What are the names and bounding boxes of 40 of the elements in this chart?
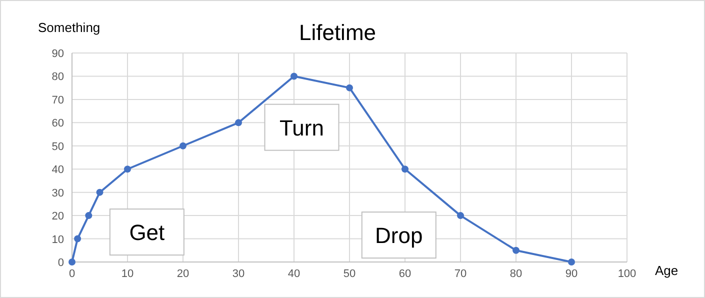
x-tick-label: 70: [454, 268, 467, 280]
point: [568, 258, 575, 266]
x-tick-label: 10: [121, 268, 134, 280]
y-tick-label: 60: [52, 118, 64, 130]
point: [85, 212, 92, 220]
y-tick-label: 40: [52, 164, 64, 176]
y-tick-label: 30: [52, 187, 64, 200]
y-tick-label: 90: [52, 48, 64, 60]
point: [124, 166, 131, 173]
chart-title: Lifetime: [298, 20, 376, 45]
point: [180, 142, 186, 150]
point: [74, 235, 82, 242]
point: [346, 84, 353, 92]
y-tick-label: 0: [58, 257, 64, 269]
point: [96, 188, 104, 196]
annotation: Drop: [375, 223, 423, 248]
x-axis-title: Age: [655, 263, 678, 278]
annotation: Turn: [280, 115, 324, 140]
x-tick-label: 80: [510, 268, 522, 280]
point: [457, 212, 464, 220]
y-tick-label: 50: [52, 140, 64, 153]
y-tick-label: 10: [52, 234, 64, 246]
point: [512, 246, 520, 254]
x-tick-label: 60: [398, 268, 412, 280]
x-tick-label: 40: [288, 268, 300, 280]
point: [68, 258, 76, 266]
x-tick-label: 100: [618, 268, 636, 280]
x-tick-label: 50: [343, 268, 356, 280]
y-tick-label: 20: [52, 210, 64, 223]
y-axis-title: Something: [38, 20, 100, 35]
x-tick-label: 20: [176, 268, 190, 280]
x-tick-label: 0: [68, 268, 76, 280]
x-tick-label: 90: [565, 268, 578, 280]
point: [402, 166, 408, 173]
x-tick-label: 30: [232, 268, 245, 280]
y-tick-label: 80: [52, 71, 64, 84]
annotation: Get: [129, 220, 165, 246]
point: [235, 119, 242, 126]
y-tick-label: 70: [52, 94, 64, 106]
point: [290, 72, 298, 80]
